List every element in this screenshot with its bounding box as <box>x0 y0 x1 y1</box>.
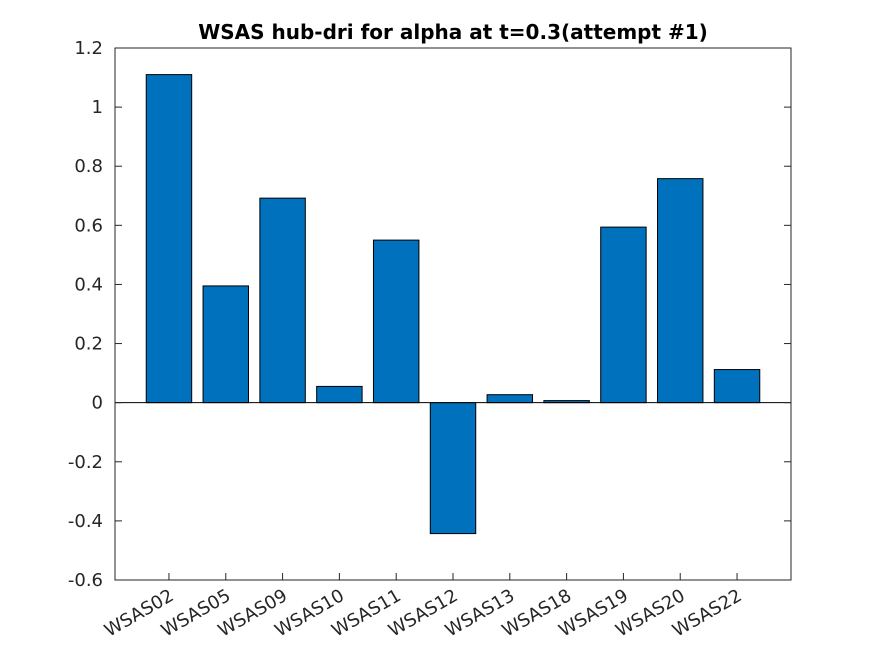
bar-wsas12 <box>429 402 477 535</box>
x-axis: WSAS02WSAS05WSAS09WSAS10WSAS11WSAS12WSAS… <box>101 573 746 641</box>
y-tick-label: -0.4 <box>68 511 103 532</box>
bars <box>145 74 761 535</box>
y-tick-label: 0.6 <box>74 215 103 236</box>
y-tick-label: -0.2 <box>68 452 103 473</box>
bar-wsas11 <box>372 239 420 404</box>
y-tick-label: 1 <box>92 97 103 118</box>
y-tick-label: 0 <box>92 393 103 414</box>
bar-wsas09 <box>259 197 306 404</box>
y-tick-label: 0.2 <box>74 334 103 355</box>
bar-wsas10 <box>316 385 363 404</box>
bar-wsas22 <box>713 369 761 404</box>
bar-wsas02 <box>145 74 193 404</box>
y-axis: -0.6 -0.4 -0.2 0 0.2 0.4 0.6 0.8 1 1.2 <box>68 38 791 591</box>
bar-wsas19 <box>600 226 647 404</box>
y-tick-label: -0.6 <box>68 570 103 591</box>
chart-title: WSAS hub-dri for alpha at t=0.3(attempt … <box>198 20 708 44</box>
y-tick-label: 0.4 <box>74 274 103 295</box>
y-tick-label: 0.8 <box>74 156 103 177</box>
bar-wsas13 <box>486 394 534 404</box>
y-tick-label: 1.2 <box>74 38 103 59</box>
bar-wsas20 <box>657 178 704 404</box>
bar-wsas05 <box>202 285 250 404</box>
